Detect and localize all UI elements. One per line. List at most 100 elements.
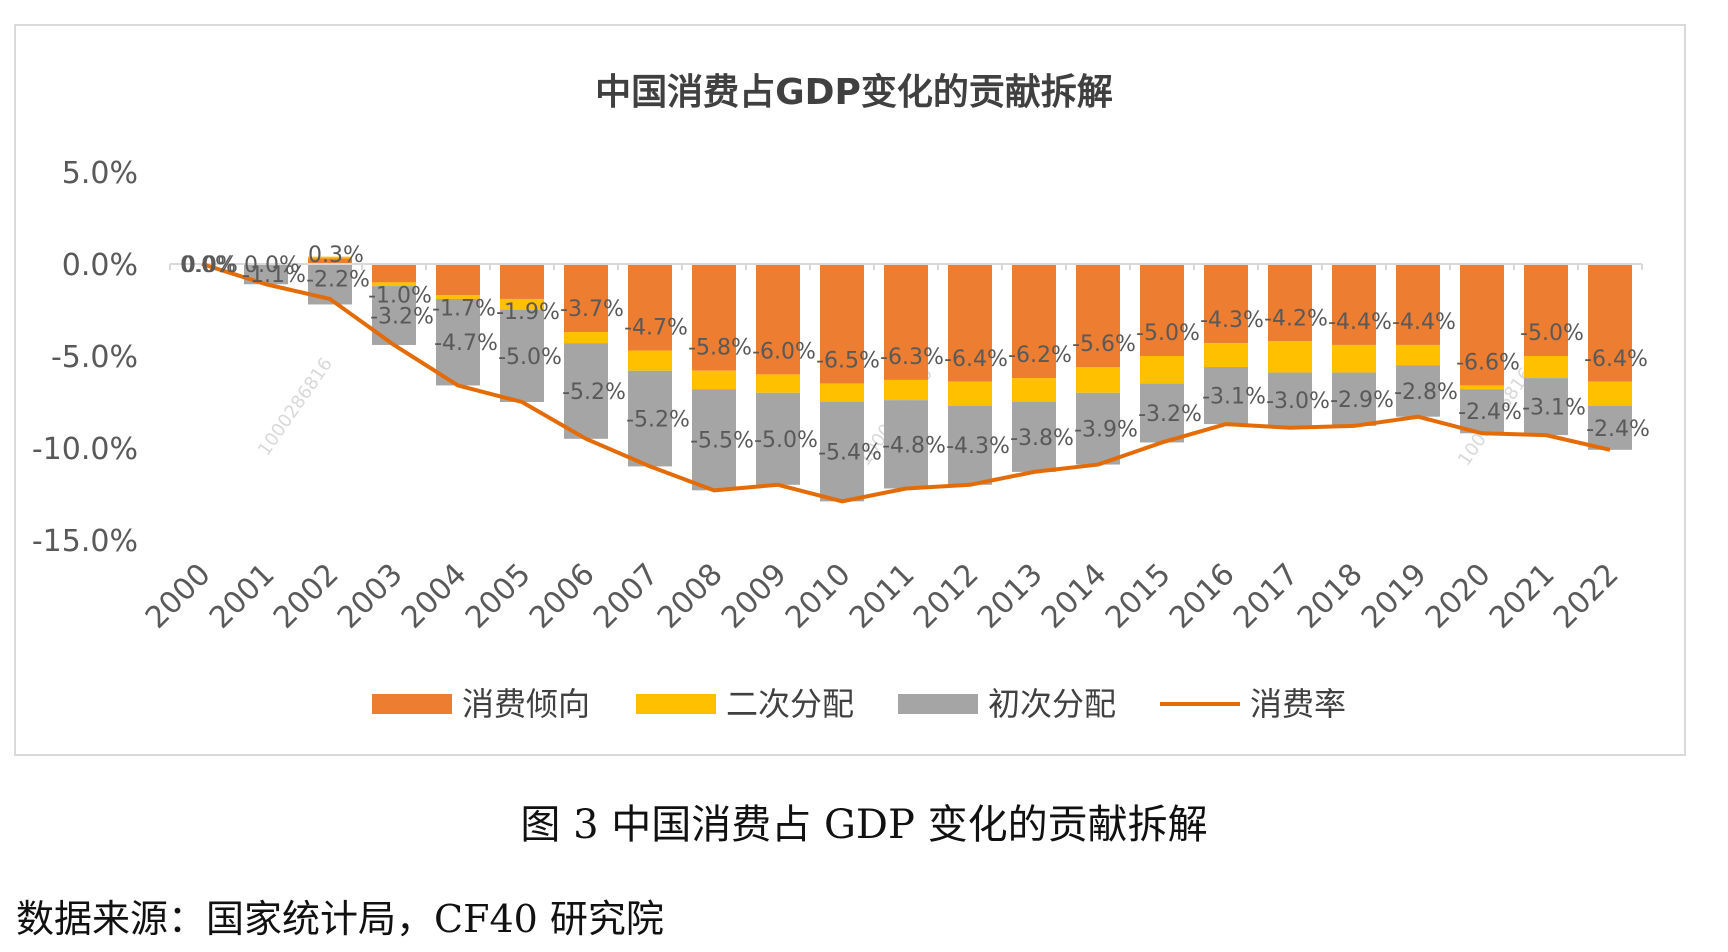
data-label-初次分配-2004: -4.7% [434,331,498,356]
legend-item-消费倾向: 消费倾向 [372,685,590,723]
bar-消费倾向-2021 [1524,264,1568,356]
x-tick-label: 2001 [203,557,282,636]
x-tick-label: 2004 [395,557,474,636]
bar-初次分配-2004 [436,298,480,386]
legend-swatch [898,694,978,714]
x-tick-label: 2013 [971,557,1050,636]
bars [244,256,1632,502]
x-tick-label: 2003 [331,557,410,636]
bar-消费倾向-2022 [1588,264,1632,382]
data-label-消费倾向-2016: -4.3% [1200,308,1264,333]
bar-初次分配-2007 [628,370,672,467]
bar-二次分配-2003 [372,282,416,287]
x-tick-label: 2016 [1163,557,1242,636]
data-label-初次分配-2015: -3.2% [1138,402,1202,427]
bar-二次分配-2012 [948,381,992,406]
bar-二次分配-2017 [1268,341,1312,373]
legend-item-初次分配: 初次分配 [898,685,1116,723]
bar-初次分配-2013 [1012,402,1056,472]
bar-初次分配-2020 [1460,389,1504,434]
data-label-初次分配-2017: -3.0% [1266,389,1330,414]
data-label-消费倾向-2000: 0.0% [180,253,236,278]
y-tick-label: 0.0% [62,248,138,283]
x-tick-label: 2008 [651,557,730,636]
data-label-消费倾向-2003: -1.0% [368,283,432,308]
data-label-消费倾向-2017: -4.2% [1264,306,1328,331]
data-label-初次分配-2006: -5.2% [562,380,626,405]
data-label-初次分配-2005: -5.0% [498,345,562,370]
line-series [201,262,1611,504]
data-label-消费倾向-2009: -6.0% [752,339,816,364]
bar-消费倾向-2013 [1012,264,1056,379]
bar-消费倾向-2016 [1204,264,1248,344]
data-label-初次分配-2021: -3.1% [1522,396,1586,421]
bar-消费倾向-2002 [308,258,352,264]
bar-消费倾向-2005 [500,264,544,299]
data-label-初次分配-2003: -3.2% [370,305,434,330]
bar-初次分配-2008 [692,389,736,491]
data-label-消费倾向-2015: -5.0% [1136,321,1200,346]
bar-消费倾向-2012 [948,264,992,382]
legend-item-消费率: 消费率 [1160,685,1346,723]
bar-二次分配-2004 [436,295,480,299]
x-tick-label: 2018 [1291,557,1370,636]
data-label-消费倾向-2022: -6.4% [1584,347,1648,372]
data-label-消费倾向-2020: -6.6% [1456,350,1520,375]
bar-初次分配-2010 [820,402,864,502]
legend: 消费倾向 二次分配 初次分配 消费率 [372,685,1346,723]
data-label-初次分配-2012: -4.3% [946,434,1010,459]
bar-消费倾向-2020 [1460,264,1504,386]
x-tick-label: 2020 [1419,557,1498,636]
bar-二次分配-2013 [1012,378,1056,402]
bar-消费倾向-2004 [436,264,480,296]
bar-二次分配-2018 [1332,344,1376,373]
x-tick-label: 2002 [267,557,346,636]
bar-消费倾向-2003 [372,264,416,283]
legend-label: 二次分配 [726,685,854,723]
bar-二次分配-2021 [1524,356,1568,379]
bar-二次分配-2009 [756,374,800,393]
bar-初次分配-2019 [1396,365,1440,417]
data-label-初次分配-2000: 0.0% [182,253,238,278]
data-label-初次分配-2010: -5.4% [818,441,882,466]
x-tick-label: 2017 [1227,557,1306,636]
legend-swatch [1160,702,1240,706]
data-label-消费倾向-2006: -3.7% [560,297,624,322]
bar-初次分配-2006 [564,343,608,439]
y-tick-label: -15.0% [32,524,138,559]
x-tick-label: 2000 [139,557,218,636]
bar-二次分配-2022 [1588,381,1632,406]
data-label-初次分配-2014: -3.9% [1074,418,1138,443]
data-label-消费倾向-2014: -5.6% [1072,332,1136,357]
bar-初次分配-2021 [1524,378,1568,436]
bar-消费倾向-2011 [884,264,928,380]
x-tick-label: 2006 [523,557,602,636]
bar-初次分配-2018 [1332,372,1376,426]
x-tick-label: 2015 [1099,557,1178,636]
x-tick-label: 2005 [459,557,538,636]
legend-label: 初次分配 [988,685,1116,723]
x-axis: 2000200120022003200420052006200720082009… [139,557,1626,636]
data-label-初次分配-2009: -5.0% [754,428,818,453]
data-label-初次分配-2001: -1.1% [242,263,306,288]
bar-消费倾向-2015 [1140,264,1184,356]
bar-消费倾向-2017 [1268,264,1312,342]
data-label-初次分配-2013: -3.8% [1010,426,1074,451]
bar-消费倾向-2019 [1396,264,1440,345]
bar-二次分配-2016 [1204,343,1248,368]
x-tick-label: 2007 [587,557,666,636]
y-axis: 5.0% 0.0% -5.0% -10.0% -15.0% [32,156,138,559]
bar-消费倾向-2007 [628,264,672,351]
bar-初次分配-2005 [500,310,544,402]
legend-swatch [372,694,452,714]
bar-二次分配-2019 [1396,344,1440,366]
data-label-初次分配-2008: -5.5% [690,429,754,454]
line-消费率 [201,262,1611,504]
bar-初次分配-2015 [1140,383,1184,443]
x-tick-label: 2019 [1355,557,1434,636]
data-label-初次分配-2019: -2.8% [1394,380,1458,405]
bar-二次分配-2011 [884,379,928,401]
x-tick-label: 2009 [715,557,794,636]
x-tick-label: 2014 [1035,557,1114,636]
